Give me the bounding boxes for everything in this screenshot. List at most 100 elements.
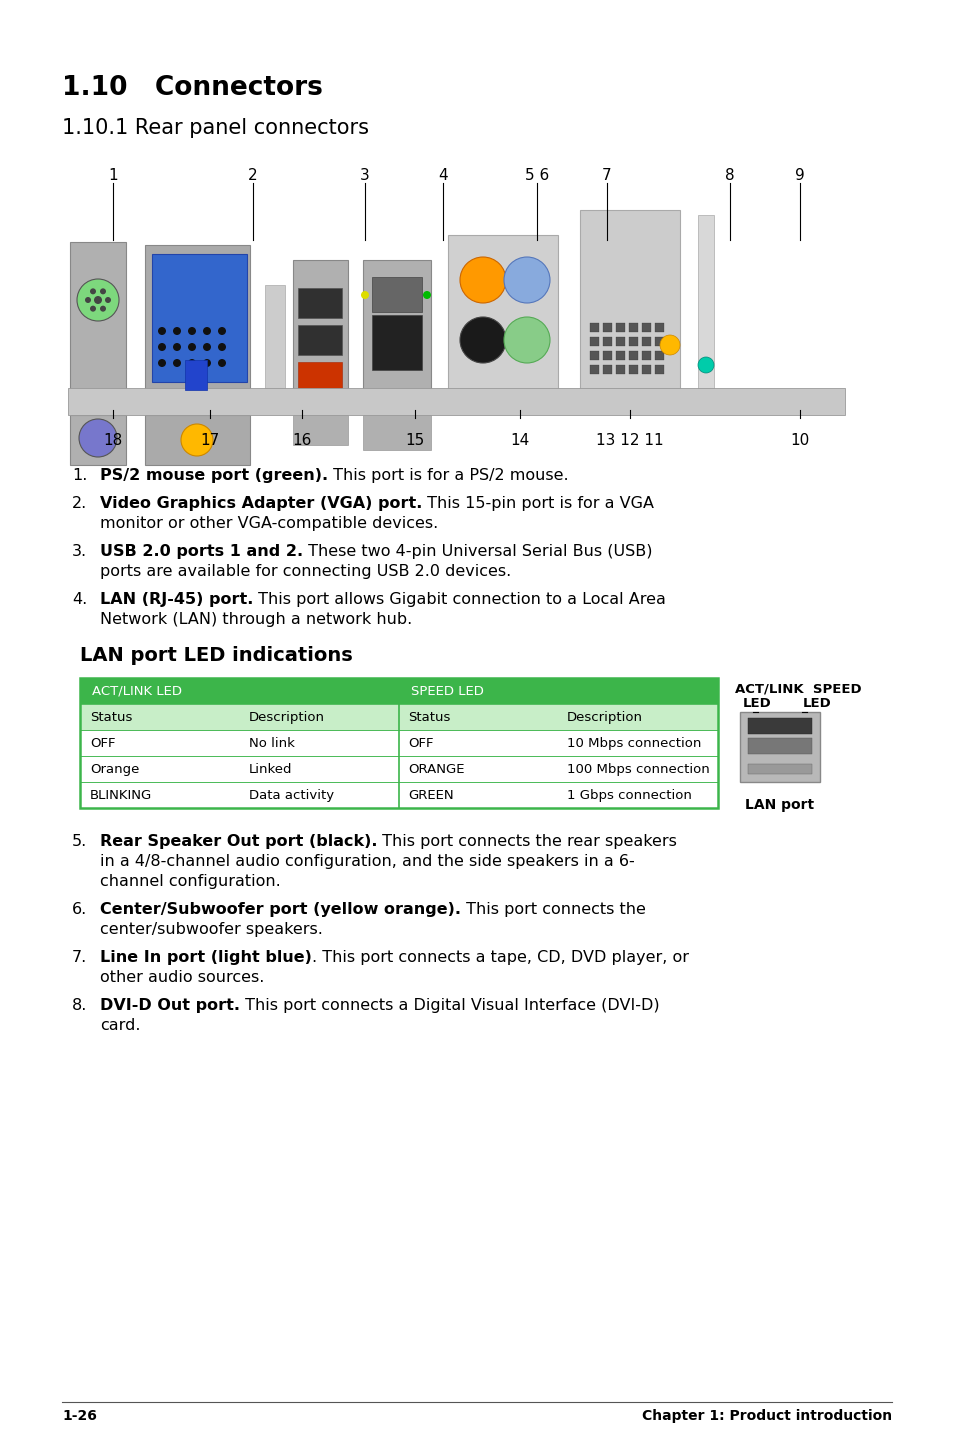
Text: PS/2 mouse port (green).: PS/2 mouse port (green).	[100, 467, 328, 483]
Circle shape	[459, 257, 505, 303]
Circle shape	[459, 316, 505, 362]
Text: 2: 2	[248, 168, 257, 183]
Bar	[628, 351, 638, 360]
Circle shape	[100, 306, 106, 312]
Bar	[297, 325, 341, 355]
Circle shape	[100, 289, 106, 295]
Text: ACT/LINK  SPEED: ACT/LINK SPEED	[734, 683, 861, 696]
Text: 1: 1	[108, 168, 117, 183]
Bar	[747, 764, 811, 774]
Bar	[616, 365, 624, 374]
Bar	[372, 278, 421, 312]
Bar	[70, 242, 126, 390]
Bar	[589, 365, 598, 374]
Bar	[628, 365, 638, 374]
Text: Network (LAN) through a network hub.: Network (LAN) through a network hub.	[100, 613, 412, 627]
Circle shape	[85, 298, 91, 303]
Text: Orange: Orange	[90, 764, 139, 777]
Bar	[448, 234, 558, 390]
Bar	[80, 677, 718, 808]
Circle shape	[181, 424, 213, 456]
Circle shape	[79, 418, 117, 457]
Text: 5 6: 5 6	[524, 168, 549, 183]
Text: This port connects the: This port connects the	[460, 902, 645, 917]
Bar	[265, 285, 285, 390]
Bar	[579, 210, 679, 390]
Circle shape	[203, 344, 211, 351]
Text: channel configuration.: channel configuration.	[100, 874, 280, 889]
Text: Description: Description	[249, 710, 325, 723]
Bar	[602, 351, 612, 360]
Text: 8.: 8.	[71, 998, 88, 1012]
Text: Rear Speaker Out port (black).: Rear Speaker Out port (black).	[100, 834, 377, 848]
Text: DVI-D Out port.: DVI-D Out port.	[100, 998, 240, 1012]
Text: No link: No link	[249, 738, 294, 751]
Text: 5.: 5.	[71, 834, 87, 848]
Text: 100 Mbps connection: 100 Mbps connection	[566, 764, 709, 777]
Text: This port is for a PS/2 mouse.: This port is for a PS/2 mouse.	[328, 467, 568, 483]
Bar	[628, 336, 638, 347]
Circle shape	[172, 344, 181, 351]
Text: Center/Subwoofer port (yellow orange).: Center/Subwoofer port (yellow orange).	[100, 902, 460, 917]
Text: 4.: 4.	[71, 592, 87, 607]
Circle shape	[90, 289, 96, 295]
Circle shape	[203, 326, 211, 335]
Circle shape	[188, 326, 195, 335]
Circle shape	[503, 316, 550, 362]
Text: . This port connects a tape, CD, DVD player, or: . This port connects a tape, CD, DVD pla…	[312, 951, 688, 965]
Bar	[80, 731, 718, 756]
Bar	[80, 756, 718, 782]
Circle shape	[422, 290, 431, 299]
Text: 3: 3	[359, 168, 370, 183]
Bar	[641, 336, 650, 347]
Bar	[616, 351, 624, 360]
Circle shape	[94, 296, 102, 303]
Text: 3.: 3.	[71, 544, 87, 559]
Text: This port connects a Digital Visual Interface (DVI-D): This port connects a Digital Visual Inte…	[240, 998, 659, 1012]
Circle shape	[77, 279, 119, 321]
Text: 7.: 7.	[71, 951, 87, 965]
Circle shape	[698, 357, 713, 372]
Bar	[655, 336, 663, 347]
Circle shape	[218, 360, 226, 367]
Circle shape	[105, 298, 111, 303]
Text: 7: 7	[601, 168, 611, 183]
Text: in a 4/8-channel audio configuration, and the side speakers in a 6-: in a 4/8-channel audio configuration, an…	[100, 854, 634, 869]
Bar	[747, 738, 811, 754]
Text: This port allows Gigabit connection to a Local Area: This port allows Gigabit connection to a…	[253, 592, 665, 607]
Text: Linked: Linked	[249, 764, 293, 777]
Text: 9: 9	[794, 168, 804, 183]
Text: monitor or other VGA-compatible devices.: monitor or other VGA-compatible devices.	[100, 516, 437, 531]
Bar	[363, 416, 431, 450]
Text: 1-26: 1-26	[62, 1409, 97, 1424]
Text: USB 2.0 ports 1 and 2.: USB 2.0 ports 1 and 2.	[100, 544, 303, 559]
Bar	[616, 324, 624, 332]
Bar	[589, 336, 598, 347]
Bar	[641, 351, 650, 360]
Text: ACT/LINK LED: ACT/LINK LED	[91, 684, 182, 697]
Bar	[297, 362, 341, 390]
Text: 1.: 1.	[71, 467, 88, 483]
Circle shape	[188, 344, 195, 351]
Circle shape	[158, 360, 166, 367]
Text: 15: 15	[405, 433, 424, 449]
Circle shape	[172, 360, 181, 367]
Text: Description: Description	[566, 710, 642, 723]
Circle shape	[360, 290, 369, 299]
Text: other audio sources.: other audio sources.	[100, 971, 264, 985]
Text: Chapter 1: Product introduction: Chapter 1: Product introduction	[641, 1409, 891, 1424]
Text: 4: 4	[437, 168, 447, 183]
Text: 1.10.1 Rear panel connectors: 1.10.1 Rear panel connectors	[62, 118, 369, 138]
Circle shape	[172, 326, 181, 335]
Bar	[363, 260, 431, 390]
Bar	[655, 351, 663, 360]
Text: Status: Status	[408, 710, 450, 723]
Circle shape	[90, 306, 96, 312]
Bar	[293, 260, 348, 390]
Bar	[655, 324, 663, 332]
Bar	[152, 255, 247, 383]
Bar	[70, 416, 126, 464]
Text: 10 Mbps connection: 10 Mbps connection	[566, 738, 700, 751]
Circle shape	[503, 257, 550, 303]
Circle shape	[158, 344, 166, 351]
